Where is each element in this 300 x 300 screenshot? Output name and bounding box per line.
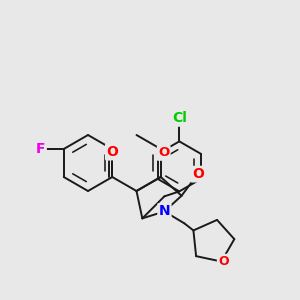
Text: Cl: Cl bbox=[172, 111, 187, 125]
Text: O: O bbox=[106, 145, 118, 159]
Text: O: O bbox=[192, 167, 204, 181]
Text: O: O bbox=[218, 255, 229, 268]
Text: O: O bbox=[158, 146, 169, 160]
Text: N: N bbox=[159, 204, 170, 218]
Text: F: F bbox=[36, 142, 46, 156]
